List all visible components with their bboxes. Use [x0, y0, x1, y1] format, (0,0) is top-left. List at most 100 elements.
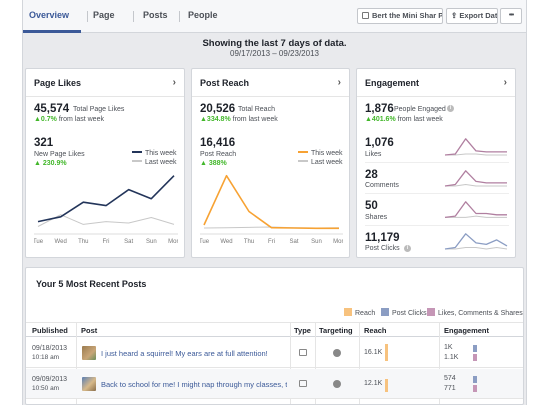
x-tick-label: Thu	[244, 239, 254, 244]
insights-nav: Overview Page Posts People Bert the Mini…	[23, 0, 526, 33]
shares-sparkline	[444, 201, 507, 219]
column-divider	[359, 322, 360, 404]
engagement-likes: 771	[444, 385, 456, 392]
col-published[interactable]: Published	[32, 326, 68, 335]
reach-bar	[385, 344, 388, 361]
tab-posts[interactable]: Posts	[143, 10, 168, 20]
post-time: 10:50 am	[32, 385, 60, 392]
legend-swatch-reach	[344, 308, 352, 316]
post-reach-value: 16,416	[200, 137, 236, 149]
post-clicks-label: Post Clicks	[365, 245, 400, 252]
page-selector-button[interactable]: Bert the Mini Shar Pei	[357, 8, 443, 24]
export-label: Export Data	[459, 11, 498, 20]
total-reach-change: ▲334.8% from last week	[200, 116, 278, 123]
post-reach-change: ▲ 388%	[200, 160, 227, 167]
col-targeting[interactable]: Targeting	[319, 326, 353, 335]
x-tick-label: Mon	[333, 239, 343, 244]
x-tick-label: Sat	[124, 239, 133, 244]
likes-label: Likes	[365, 151, 382, 158]
table-row[interactable]: 09/09/2013 10:50 am Back to school for m…	[26, 369, 523, 399]
legend-swatch-last-week	[132, 160, 142, 162]
legend-swatch-post-clicks	[381, 308, 389, 316]
post-reach-chart: Tue Wed Thu Fri Sat Sun Mon	[200, 174, 343, 244]
card-title: Post Reach	[200, 78, 250, 88]
series-last-week	[445, 153, 507, 156]
info-icon[interactable]: i	[447, 105, 454, 112]
card-header[interactable]: Engagement ›	[357, 69, 515, 97]
col-post[interactable]: Post	[81, 326, 98, 335]
table-row[interactable]: 09/18/2013 10:18 am I just heard a squir…	[26, 338, 523, 368]
likes-sparkline	[444, 138, 507, 156]
globe-icon	[333, 349, 341, 357]
post-text-link[interactable]: I just heard a squirrel! My ears are at …	[101, 349, 268, 358]
post-thumbnail[interactable]	[82, 346, 96, 360]
comments-value: 28	[365, 169, 378, 181]
shares-label: Shares	[365, 214, 388, 221]
x-tick-label: Fri	[103, 239, 110, 244]
engagement-likes: 1.1K	[444, 354, 459, 361]
post-thumbnail[interactable]	[82, 377, 96, 391]
tab-page[interactable]: Page	[93, 10, 115, 20]
legend-this-week: This week	[298, 150, 343, 157]
tab-active-indicator	[23, 30, 81, 33]
more-options-button[interactable]: •••	[500, 8, 522, 24]
series-this-week	[203, 174, 339, 230]
total-reach-label: Total Reach	[238, 106, 275, 113]
tab-people[interactable]: People	[188, 10, 218, 20]
card-header[interactable]: Post Reach ›	[192, 69, 349, 97]
col-type[interactable]: Type	[294, 326, 311, 335]
engagement-card: Engagement › 1,876 People Engaged i ▲401…	[356, 68, 516, 258]
series-this-week	[444, 233, 508, 250]
export-data-button[interactable]: ⇪ Export Data	[446, 8, 498, 24]
post-date: 09/18/2013	[32, 345, 68, 352]
x-tick-label: Sat	[289, 239, 298, 244]
likes-bar	[473, 354, 477, 361]
posts-table-header: Published Post Type Targeting Reach Enga…	[26, 322, 523, 337]
post-clicks-bar	[473, 345, 477, 352]
series-this-week	[444, 138, 507, 156]
chevron-right-icon[interactable]: ›	[337, 77, 341, 88]
people-engaged-label: People Engaged	[394, 106, 446, 113]
total-page-likes-change: ▲0.7% from last week	[34, 116, 104, 123]
x-tick-label: Sun	[146, 239, 157, 244]
legend-last-week: Last week	[132, 159, 177, 166]
info-icon[interactable]: i	[404, 245, 411, 252]
new-page-likes-change: ▲ 230.9%	[34, 160, 67, 167]
globe-icon	[333, 380, 341, 388]
photo-type-icon	[299, 349, 307, 356]
post-clicks-bar	[473, 376, 477, 383]
column-divider	[76, 322, 77, 404]
post-date: 09/09/2013	[32, 376, 68, 383]
divider	[365, 225, 509, 226]
people-engaged-change: ▲401.6% from last week	[365, 116, 443, 123]
series-last-week	[445, 247, 508, 250]
chevron-right-icon[interactable]: ›	[503, 77, 507, 88]
legend-reach: Reach	[344, 308, 375, 317]
column-divider	[439, 322, 440, 404]
engagement-clicks: 574	[444, 375, 456, 382]
column-divider	[290, 322, 291, 404]
col-engagement[interactable]: Engagement	[444, 326, 490, 335]
x-tick-label: Wed	[220, 239, 232, 244]
total-page-likes-label: Total Page Likes	[73, 106, 125, 113]
recent-posts-panel: Your 5 Most Recent Posts Reach Post Clic…	[25, 267, 524, 405]
x-tick-label: Thu	[78, 239, 88, 244]
x-tick-label: Wed	[55, 239, 67, 244]
new-page-likes-label: New Page Likes	[34, 151, 85, 158]
total-page-likes-value: 45,574	[34, 103, 70, 115]
card-header[interactable]: Page Likes ›	[26, 69, 184, 97]
people-engaged-value: 1,876	[365, 103, 394, 115]
date-range-dates: 09/17/2013 – 09/23/2013	[230, 49, 319, 58]
divider	[365, 193, 509, 194]
tab-overview[interactable]: Overview	[29, 10, 70, 20]
col-reach[interactable]: Reach	[364, 326, 387, 335]
post-time: 10:18 am	[32, 354, 60, 361]
tab-separator	[179, 11, 180, 22]
post-text-link[interactable]: Back to school for me! I might nap throu…	[101, 380, 287, 389]
date-range-banner: Showing the last 7 days of data. 09/17/2…	[23, 34, 526, 64]
x-tick-label: Fri	[268, 239, 275, 244]
tab-separator	[87, 11, 88, 22]
chevron-right-icon[interactable]: ›	[172, 77, 176, 88]
legend-post-clicks: Post Clicks	[381, 308, 427, 317]
tab-separator	[133, 11, 134, 22]
